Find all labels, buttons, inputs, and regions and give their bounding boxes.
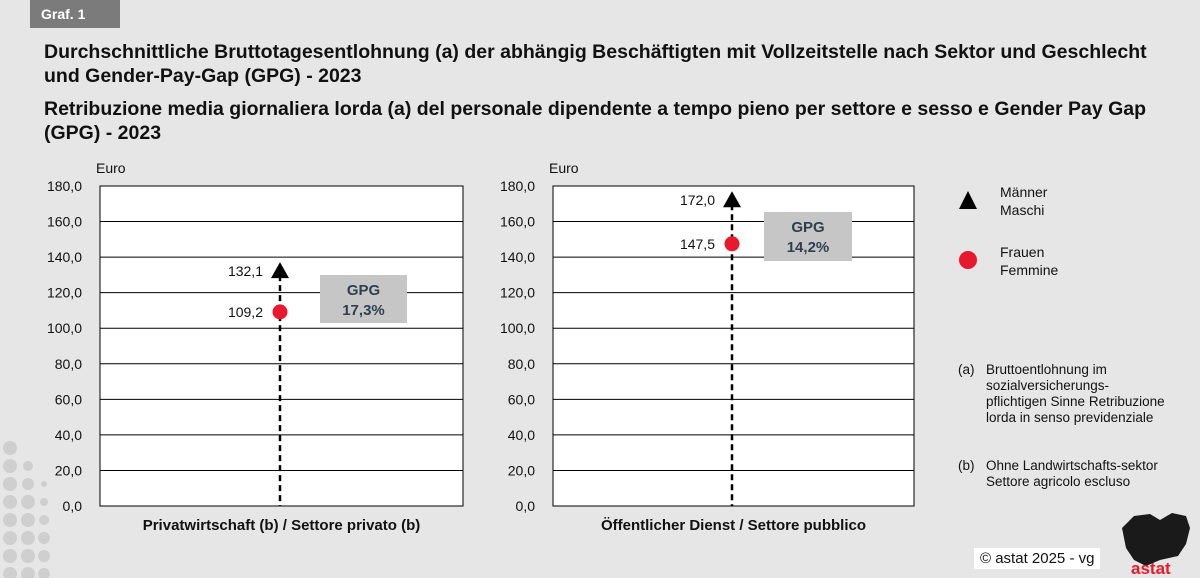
plot-border [552, 185, 915, 507]
y-tick-label: 0,0 [63, 498, 83, 514]
y-tick-label: 100,0 [47, 320, 82, 336]
plot-area [100, 186, 463, 506]
y-tick-label: 40,0 [55, 427, 82, 443]
astat-logo-text: astat [1131, 559, 1171, 578]
plot-area [553, 186, 914, 506]
legend-men-label: Männer Maschi [1000, 183, 1047, 219]
legend-women-it: Femmine [1000, 262, 1059, 278]
y-axis-unit-label: Euro [96, 160, 126, 176]
men-marker [271, 262, 289, 279]
note-a-text: Bruttoentlohnung im sozialversicherungs-… [986, 362, 1165, 425]
legend-women-label: Frauen Femmine [1000, 243, 1058, 279]
legend-women-icon [959, 251, 977, 269]
y-tick-label: 160,0 [500, 214, 535, 230]
y-tick-label: 120,0 [500, 285, 535, 301]
gpg-value: 17,3% [342, 302, 385, 319]
y-tick-label: 160,0 [47, 214, 82, 230]
legend-men-icon [959, 191, 977, 209]
y-tick-label: 60,0 [55, 391, 82, 407]
astat-logo-icon [1122, 513, 1190, 566]
y-tick-label: 100,0 [500, 320, 535, 336]
gpg-label: GPG [347, 282, 380, 299]
men-marker [723, 191, 741, 208]
note-a-key: (a) [958, 362, 975, 377]
y-tick-label: 60,0 [508, 391, 535, 407]
y-tick-label: 180,0 [47, 178, 82, 194]
note-b-text: Ohne Landwirtschafts-sektor Settore agri… [986, 458, 1158, 489]
legend-men-de: Männer [1000, 184, 1048, 200]
copyright: © astat 2025 - vg [974, 548, 1101, 569]
y-tick-label: 180,0 [500, 178, 535, 194]
legend-men-it: Maschi [1000, 202, 1045, 218]
x-axis-category-label: Privatwirtschaft (b) / Settore privato (… [143, 517, 421, 534]
women-marker [724, 236, 740, 252]
plot-border [99, 185, 464, 507]
y-tick-label: 80,0 [508, 356, 535, 372]
women-value-label: 147,5 [680, 236, 715, 252]
y-tick-label: 140,0 [500, 249, 535, 265]
title-italian: Retribuzione media giornaliera lorda (a)… [44, 98, 1147, 144]
y-tick-label: 120,0 [47, 285, 82, 301]
x-axis-category-label: Öffentlicher Dienst / Settore pubblico [601, 517, 866, 534]
women-value-label: 109,2 [228, 304, 263, 320]
title-german: Durchschnittliche Bruttotagesentlohnung … [44, 41, 1147, 87]
y-tick-label: 20,0 [55, 462, 82, 478]
y-tick-label: 80,0 [55, 356, 82, 372]
men-value-label: 132,1 [228, 263, 263, 279]
gpg-box [320, 275, 407, 323]
men-value-label: 172,0 [680, 192, 715, 208]
women-marker [272, 304, 288, 320]
y-tick-label: 20,0 [508, 462, 535, 478]
y-tick-label: 0,0 [516, 498, 536, 514]
note-b-key: (b) [958, 458, 975, 473]
legend-women-de: Frauen [1000, 244, 1045, 260]
gpg-box [764, 212, 852, 261]
graph-badge: Graf. 1 [30, 0, 120, 28]
gpg-value: 14,2% [787, 239, 830, 256]
y-axis-unit-label: Euro [549, 160, 579, 176]
y-tick-label: 140,0 [47, 249, 82, 265]
y-tick-label: 40,0 [508, 427, 535, 443]
gpg-label: GPG [791, 219, 824, 236]
decorative-dots [3, 441, 50, 578]
